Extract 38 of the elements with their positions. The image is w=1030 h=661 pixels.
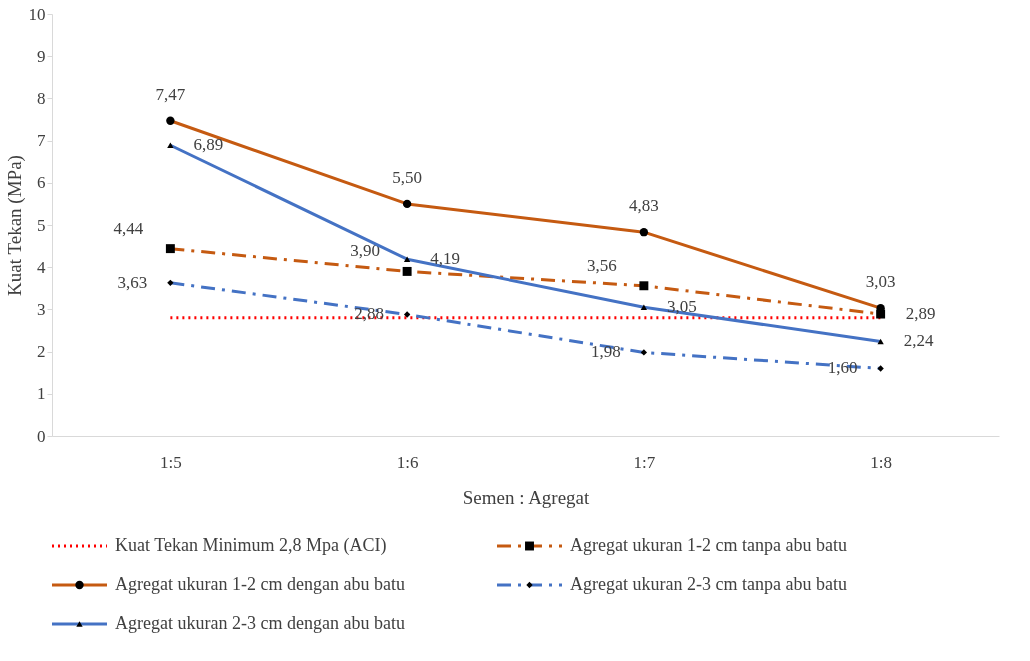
data-label: 1,98 xyxy=(591,342,621,362)
data-label: 4,44 xyxy=(113,218,144,238)
x-tick-label: 1:8 xyxy=(870,452,892,472)
x-tick-label: 1:7 xyxy=(633,452,656,472)
y-tick-label: 8 xyxy=(37,88,46,108)
y-tick-label: 1 xyxy=(37,384,46,404)
x-tick-label: 1:5 xyxy=(160,452,182,472)
legend-label: Kuat Tekan Minimum 2,8 Mpa (ACI) xyxy=(115,535,387,556)
y-tick-label: 5 xyxy=(37,215,46,235)
data-label: 5,50 xyxy=(392,167,422,187)
data-label: 4,19 xyxy=(430,249,460,269)
legend-label: Agregat ukuran 2-3 cm tanpa abu batu xyxy=(570,574,847,594)
x-tick-label: 1:6 xyxy=(396,452,419,472)
data-label: 3,56 xyxy=(587,255,617,275)
y-tick-label: 4 xyxy=(37,257,46,277)
data-label: 4,83 xyxy=(629,196,659,216)
y-tick-label: 2 xyxy=(37,342,46,362)
data-label: 3,05 xyxy=(667,297,697,317)
data-label: 3,63 xyxy=(117,272,148,292)
y-tick-label: 7 xyxy=(37,131,46,151)
x-axis-title: Semen : Agregat xyxy=(462,486,591,508)
legend-label: Agregat ukuran 2-3 cm dengan abu batu xyxy=(115,613,405,633)
legend-label: Agregat ukuran 1-2 cm tanpa abu batu xyxy=(570,535,847,555)
y-axis-title: Kuat Tekan (MPa) xyxy=(3,155,26,296)
data-label: 2,24 xyxy=(903,331,934,351)
legend-label: Agregat ukuran 1-2 cm dengan abu batu xyxy=(115,574,405,594)
data-label: 2,89 xyxy=(905,304,936,324)
y-tick-label: 9 xyxy=(37,46,46,66)
data-label: 3,90 xyxy=(350,241,380,261)
data-label: 3,03 xyxy=(865,272,896,292)
y-tick-label: 6 xyxy=(37,173,46,193)
y-tick-label: 10 xyxy=(28,4,46,24)
data-label: 7,47 xyxy=(155,84,186,104)
data-label: 6,89 xyxy=(193,135,224,155)
data-label: 1,60 xyxy=(827,358,858,378)
y-tick-label: 0 xyxy=(37,426,46,446)
data-label: 2,88 xyxy=(354,304,384,324)
y-tick-label: 3 xyxy=(37,299,46,319)
